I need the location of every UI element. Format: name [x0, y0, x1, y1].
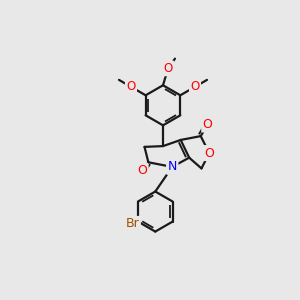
Text: N: N — [167, 160, 177, 173]
Text: O: O — [126, 80, 136, 93]
Text: O: O — [190, 80, 200, 93]
Text: O: O — [203, 118, 213, 131]
Text: O: O — [164, 62, 173, 75]
Text: O: O — [204, 146, 214, 160]
Text: O: O — [137, 164, 147, 177]
Text: Br: Br — [126, 218, 140, 230]
